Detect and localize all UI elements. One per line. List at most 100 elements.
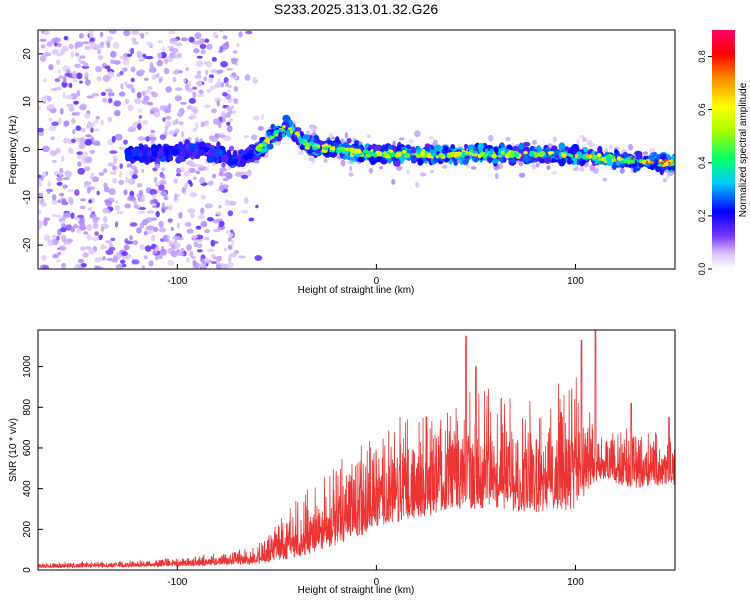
noise-blob bbox=[142, 120, 149, 125]
noise-blob bbox=[414, 130, 421, 138]
noise-blob bbox=[151, 74, 157, 80]
noise-blob bbox=[161, 167, 166, 172]
noise-blob bbox=[204, 229, 211, 234]
noise-blob bbox=[82, 252, 89, 258]
noise-blob bbox=[203, 236, 210, 241]
noise-blob bbox=[230, 58, 239, 62]
noise-blob bbox=[222, 113, 228, 120]
noise-blob bbox=[112, 165, 117, 172]
noise-blob bbox=[70, 138, 76, 143]
noise-blob bbox=[124, 81, 128, 86]
noise-blob bbox=[48, 64, 54, 71]
noise-blob bbox=[163, 67, 170, 75]
noise-blob bbox=[215, 82, 223, 88]
noise-blob bbox=[627, 143, 634, 151]
noise-blob bbox=[112, 178, 117, 184]
noise-blob bbox=[38, 209, 42, 215]
noise-blob bbox=[97, 55, 104, 60]
noise-blob bbox=[185, 67, 189, 72]
ridge-core-blob bbox=[396, 152, 402, 157]
noise-blob bbox=[59, 108, 64, 115]
noise-blob bbox=[195, 170, 201, 175]
noise-blob bbox=[162, 235, 168, 242]
ridge-core-blob bbox=[256, 148, 263, 152]
y-tick-label: 0 bbox=[22, 146, 33, 152]
noise-blob bbox=[231, 72, 237, 77]
noise-blob bbox=[141, 168, 145, 174]
noise-blob bbox=[162, 117, 166, 122]
noise-blob bbox=[129, 235, 133, 241]
noise-blob bbox=[442, 164, 448, 169]
noise-blob bbox=[184, 84, 190, 91]
noise-blob bbox=[145, 55, 154, 60]
noise-blob bbox=[213, 228, 221, 233]
noise-blob bbox=[89, 149, 96, 154]
noise-blob bbox=[76, 155, 85, 160]
ridge-core-blob bbox=[491, 154, 497, 159]
noise-blob bbox=[126, 163, 133, 168]
ridge-core-blob bbox=[484, 148, 489, 154]
ridge-core-blob bbox=[488, 152, 494, 155]
noise-blob bbox=[177, 112, 184, 117]
spectrogram-marks bbox=[38, 30, 675, 269]
noise-blob bbox=[92, 140, 101, 146]
noise-blob bbox=[86, 233, 92, 241]
colorbar-tick-label: 0.8 bbox=[697, 50, 707, 63]
noise-blob bbox=[109, 243, 113, 247]
ridge-blob bbox=[597, 145, 603, 154]
noise-blob bbox=[168, 204, 173, 211]
noise-blob bbox=[157, 52, 163, 59]
noise-blob bbox=[306, 130, 311, 136]
ridge-blob bbox=[163, 146, 172, 152]
noise-blob bbox=[215, 264, 222, 269]
noise-blob bbox=[183, 191, 187, 195]
ridge-core-blob bbox=[612, 158, 617, 162]
y-tick-label: 0 bbox=[22, 567, 33, 573]
noise-blob bbox=[136, 50, 143, 57]
noise-blob bbox=[86, 224, 93, 232]
noise-blob bbox=[107, 92, 115, 97]
noise-blob bbox=[83, 151, 88, 159]
colorbar-tick-label: 0.4 bbox=[697, 157, 707, 170]
noise-blob bbox=[154, 111, 159, 119]
noise-blob bbox=[127, 195, 136, 201]
noise-blob bbox=[76, 90, 81, 97]
noise-blob bbox=[206, 89, 211, 93]
ridge-blob bbox=[558, 142, 566, 151]
noise-blob bbox=[47, 239, 54, 247]
noise-blob bbox=[189, 162, 198, 167]
noise-blob bbox=[69, 82, 73, 89]
noise-blob bbox=[173, 53, 179, 59]
ridge-core-blob bbox=[429, 149, 435, 154]
noise-blob bbox=[144, 77, 149, 82]
noise-blob bbox=[208, 74, 214, 79]
ridge-blob bbox=[207, 155, 216, 163]
ridge-core-blob bbox=[258, 143, 264, 148]
noise-blob bbox=[144, 245, 152, 252]
noise-blob bbox=[94, 128, 100, 132]
x-tick-label: 100 bbox=[567, 276, 584, 287]
ridge-blob bbox=[544, 156, 552, 164]
noise-blob bbox=[200, 220, 208, 228]
noise-blob bbox=[84, 181, 92, 186]
noise-blob bbox=[218, 205, 222, 209]
noise-blob bbox=[220, 60, 229, 68]
noise-blob bbox=[84, 246, 92, 250]
noise-blob bbox=[308, 157, 315, 162]
ridge-blob bbox=[443, 146, 448, 151]
noise-blob bbox=[227, 166, 231, 171]
ridge-blob bbox=[184, 153, 190, 158]
noise-blob bbox=[214, 97, 222, 103]
noise-blob bbox=[87, 207, 93, 211]
ridge-core-blob bbox=[273, 129, 280, 134]
noise-blob bbox=[200, 121, 205, 128]
noise-blob bbox=[239, 171, 248, 175]
noise-blob bbox=[546, 165, 551, 171]
noise-blob bbox=[340, 159, 346, 167]
ridge-blob bbox=[125, 154, 133, 160]
noise-blob bbox=[225, 81, 230, 86]
noise-blob bbox=[50, 136, 55, 141]
noise-blob bbox=[118, 91, 126, 97]
noise-blob bbox=[133, 200, 137, 204]
ridge-blob bbox=[346, 138, 352, 144]
